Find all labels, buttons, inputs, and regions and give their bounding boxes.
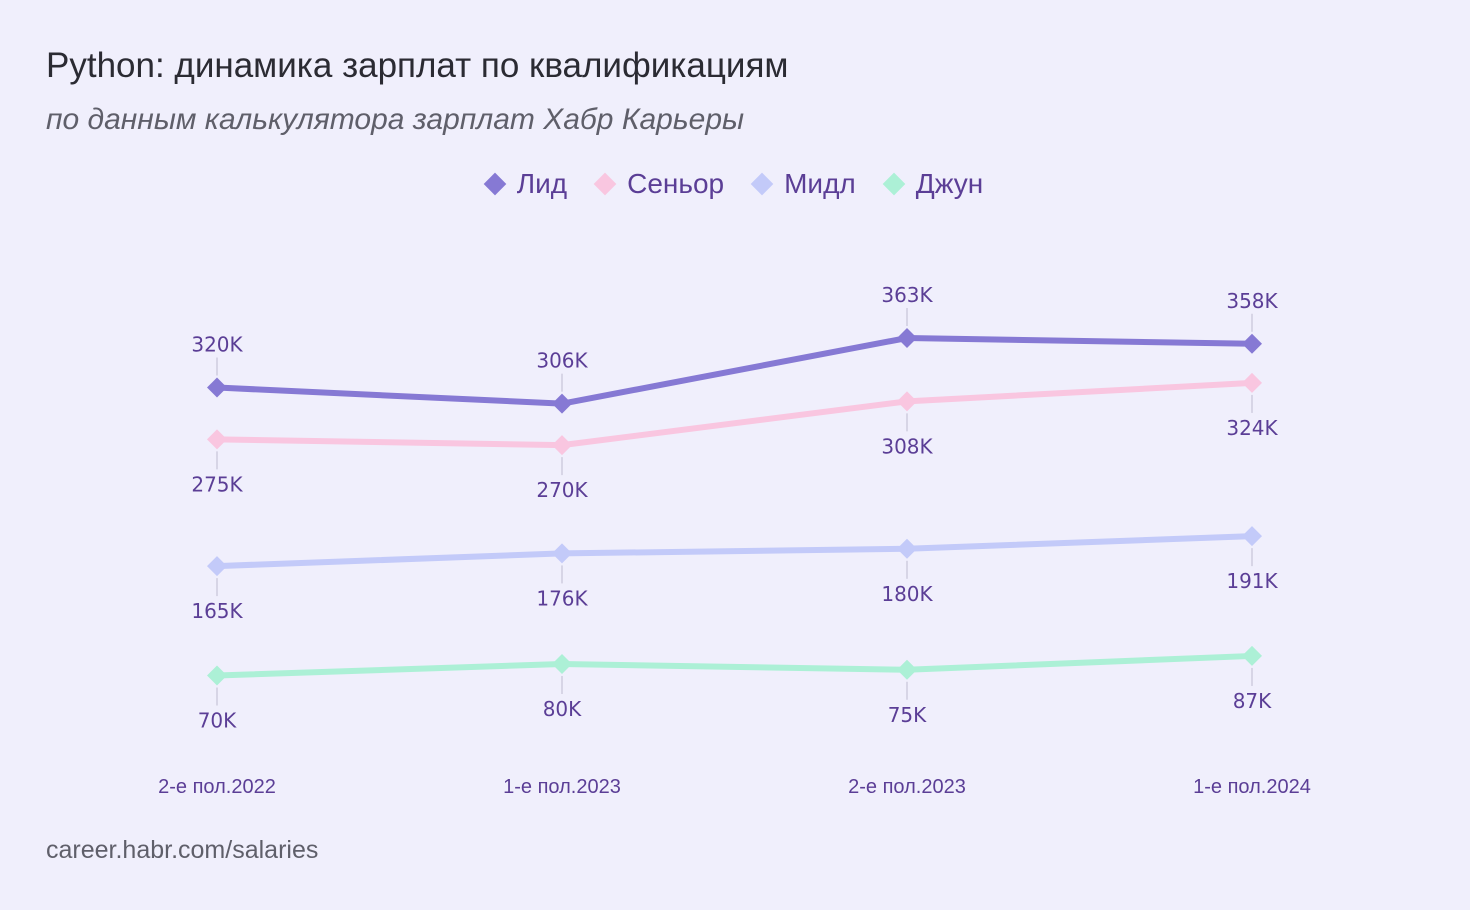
legend-label-junior: Джун [915, 168, 984, 199]
data-point-lead[interactable] [207, 377, 227, 398]
chart-subtitle: по данным калькулятора зарплат Хабр Карь… [46, 103, 745, 136]
series-markers [207, 328, 1262, 686]
data-point-lead[interactable] [552, 393, 572, 414]
data-point-middle[interactable] [207, 556, 227, 577]
data-point-middle[interactable] [1242, 526, 1262, 547]
legend-item-senior[interactable]: Сеньор [593, 168, 725, 200]
data-label-senior: 308K [881, 434, 933, 458]
data-labels: 320K 306K 363K 358K 275K 270K 308K 324K 165K 176K… [191, 283, 1278, 733]
legend-item-middle[interactable]: Мидл [750, 168, 856, 200]
legend: Лид Сеньор Мидл Джун [0, 168, 1470, 200]
data-label-lead: 306K [536, 349, 588, 373]
data-label-senior: 324K [1226, 416, 1278, 440]
data-point-junior[interactable] [207, 665, 227, 686]
legend-label-senior: Сеньор [627, 168, 725, 199]
series-line-senior [214, 379, 1255, 449]
data-label-junior: 70K [198, 709, 237, 733]
data-label-middle: 176K [536, 586, 588, 610]
data-label-middle: 165K [191, 599, 243, 623]
legend-label-middle: Мидл [784, 168, 856, 199]
data-label-junior: 87K [1233, 689, 1272, 713]
data-point-senior[interactable] [552, 435, 572, 456]
data-label-junior: 80K [543, 697, 582, 721]
data-point-junior[interactable] [1242, 645, 1262, 666]
data-label-senior: 270K [536, 478, 588, 502]
data-label-lead: 358K [1226, 289, 1278, 313]
x-tick-label: 1-е пол.2023 [503, 776, 621, 798]
x-tick-label: 2-е пол.2023 [848, 776, 966, 798]
x-tick-label: 1-е пол.2024 [1193, 776, 1311, 798]
data-label-middle: 191K [1226, 569, 1278, 593]
data-label-lead: 320K [191, 333, 243, 357]
data-label-middle: 180K [881, 582, 933, 606]
x-axis: 2-е пол.2022 1-е пол.2023 2-е пол.2023 1-е … [158, 776, 1311, 798]
data-label-senior: 275K [191, 472, 243, 496]
data-label-lead: 363K [881, 283, 933, 307]
data-point-middle[interactable] [552, 543, 572, 564]
data-point-lead[interactable] [1242, 333, 1262, 354]
data-point-middle[interactable] [897, 538, 917, 559]
legend-label-lead: Лид [516, 168, 568, 199]
data-point-junior[interactable] [552, 654, 572, 674]
data-point-junior[interactable] [897, 659, 917, 680]
legend-item-junior[interactable]: Джун [882, 168, 984, 200]
data-point-senior[interactable] [207, 429, 227, 450]
data-label-junior: 75K [888, 703, 927, 727]
data-point-lead[interactable] [897, 328, 917, 348]
chart-title: Python: динамика зарплат по квалификация… [46, 46, 789, 85]
data-point-senior[interactable] [897, 391, 917, 412]
series-line-lead [214, 335, 1255, 407]
x-tick-label: 2-е пол.2022 [158, 776, 276, 798]
series-line-junior [214, 652, 1255, 679]
series-lines [214, 308, 1255, 706]
data-point-senior[interactable] [1242, 372, 1262, 393]
legend-item-lead[interactable]: Лид [483, 168, 568, 200]
source-link[interactable]: career.habr.com/salaries [46, 836, 319, 864]
series-line-middle [214, 533, 1255, 570]
